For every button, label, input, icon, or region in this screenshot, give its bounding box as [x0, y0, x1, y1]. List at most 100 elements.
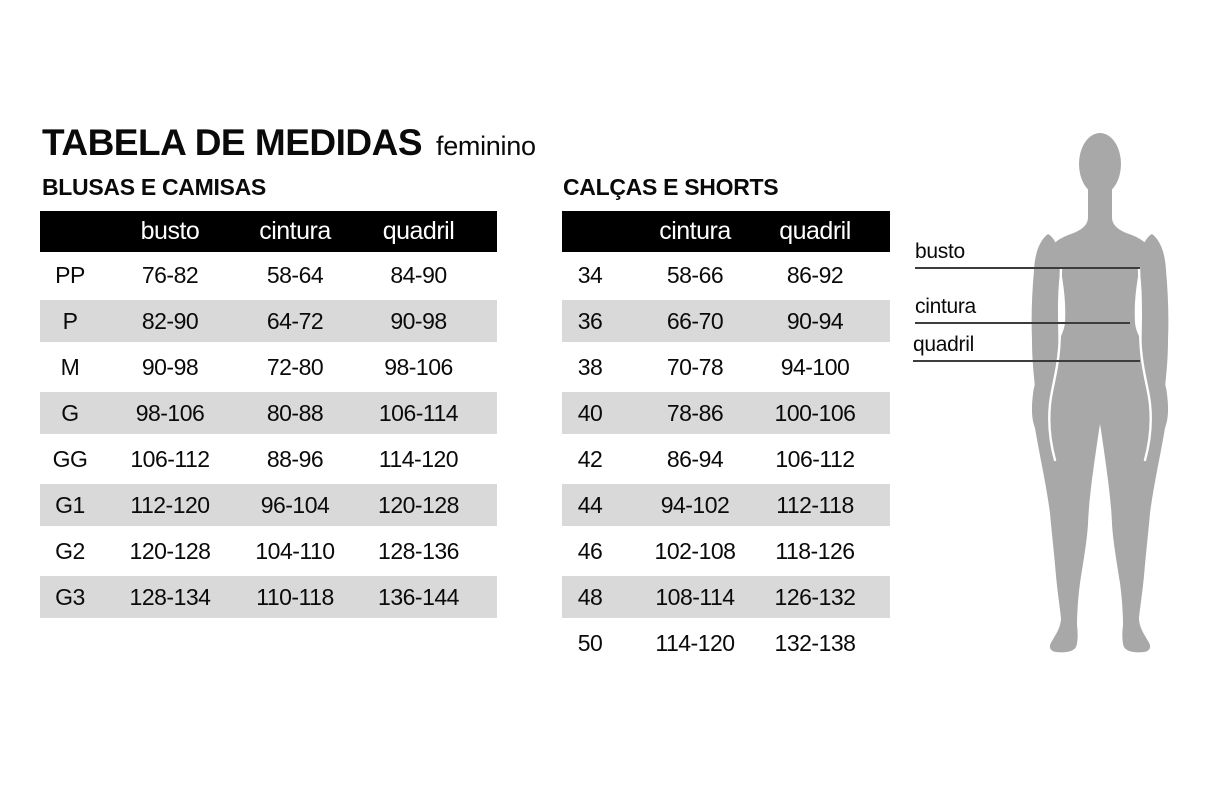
header-cell-size [40, 211, 100, 252]
table-cell: 120-128 [378, 492, 459, 518]
table-cell: 34 [577, 262, 603, 288]
table-cell: P [62, 308, 78, 334]
table-cell: 106-112 [130, 446, 210, 472]
table-cell: 120-128 [129, 538, 211, 564]
section-title-blusas: BLUSAS E CAMISAS [42, 174, 266, 200]
table-cell: 108-114 [655, 584, 735, 610]
table-header-row: busto cintura quadril [40, 211, 497, 252]
table-cell: 104-110 [255, 538, 335, 564]
table-cell: 112-120 [130, 492, 210, 518]
table-cell: 102-108 [654, 538, 736, 564]
header-cell-cintura: cintura [259, 217, 331, 245]
table-cell: 114-120 [655, 630, 735, 656]
table-cell: 66-70 [666, 308, 724, 334]
table-cell: 36 [577, 308, 603, 334]
table-row: PP 76-82 58-64 84-90 [40, 252, 497, 298]
table-cell: 98-106 [384, 354, 453, 380]
table-row: 46 102-108 118-126 [562, 528, 890, 574]
table-row: 42 86-94 106-112 [562, 436, 890, 482]
table-cell: 70-78 [666, 354, 724, 380]
table-cell: 72-80 [266, 354, 324, 380]
page-title-main: TABELA DE MEDIDAS [42, 122, 423, 163]
table-row: M 90-98 72-80 98-106 [40, 344, 497, 390]
table-cell: 64-72 [266, 308, 324, 334]
table-cell: 58-64 [266, 262, 324, 288]
table-cell: 106-112 [775, 446, 855, 472]
section-title-calcas: CALÇAS E SHORTS [563, 174, 779, 200]
table-cell: 128-136 [378, 538, 459, 564]
table-body: 34 58-66 86-92 36 66-70 90-94 38 70-78 94-100 40 7… [562, 252, 890, 666]
page-title-sub: feminino [436, 131, 536, 161]
table-row: G2 120-128 104-110 128-136 [40, 528, 497, 574]
table-cell: 76-82 [141, 262, 199, 288]
table-cell: 90-98 [141, 354, 199, 380]
busto-measure-line [915, 267, 1140, 269]
figure-label-cintura: cintura [915, 295, 976, 318]
table-row: 36 66-70 90-94 [562, 298, 890, 344]
header-cell-cintura: cintura [659, 217, 731, 245]
table-row: 48 108-114 126-132 [562, 574, 890, 620]
table-cell: 82-90 [141, 308, 199, 334]
table-cell: 84-90 [390, 262, 447, 288]
figure-label-quadril: quadril [913, 333, 974, 356]
table-cell: G [61, 400, 79, 426]
header-cell-size [562, 211, 618, 252]
table-cell: 46 [577, 538, 603, 564]
table-cell: 88-96 [266, 446, 324, 472]
table-cell: 100-106 [774, 400, 856, 426]
table-cell: PP [55, 262, 85, 288]
table-row: 44 94-102 112-118 [562, 482, 890, 528]
table-cell: 98-106 [135, 400, 205, 426]
table-row: 50 114-120 132-138 [562, 620, 890, 666]
table-row: G3 128-134 110-118 136-144 [40, 574, 497, 620]
table-cell: 94-100 [780, 354, 850, 380]
table-cell: GG [52, 446, 88, 472]
header-cell-quadril: quadril [382, 217, 455, 245]
table-cell: 106-114 [378, 400, 459, 426]
table-blusas-camisas: busto cintura quadril PP 76-82 58-64 84-90 P… [40, 211, 497, 620]
table-cell: 38 [577, 354, 603, 380]
table-row: 34 58-66 86-92 [562, 252, 890, 298]
table-header-row: cintura quadril [562, 211, 890, 252]
table-row: 40 78-86 100-106 [562, 390, 890, 436]
table-row: G 98-106 80-88 106-114 [40, 390, 497, 436]
table-cell: 90-94 [786, 308, 844, 334]
table-cell: 50 [577, 630, 603, 656]
table-row: G1 112-120 96-104 120-128 [40, 482, 497, 528]
table-row: 38 70-78 94-100 [562, 344, 890, 390]
table-cell: 42 [577, 446, 603, 472]
table-cell: 86-94 [666, 446, 724, 472]
table-cell: 44 [577, 492, 603, 518]
figure-label-busto: busto [915, 240, 965, 263]
table-cell: 40 [577, 400, 603, 426]
table-cell: G2 [55, 538, 85, 564]
table-body: PP 76-82 58-64 84-90 P 82-90 64-72 90-98 M 90-98 7… [40, 252, 497, 620]
quadril-measure-line [913, 360, 1140, 362]
table-cell: 136-144 [378, 584, 459, 610]
header-cell-busto: busto [140, 217, 200, 245]
table-cell: G1 [55, 492, 85, 518]
table-cell: 110-118 [256, 584, 334, 610]
table-cell: 128-134 [129, 584, 211, 610]
table-cell: 114-120 [378, 446, 459, 472]
table-cell: G3 [55, 584, 85, 610]
header-cell-quadril: quadril [779, 217, 851, 245]
table-cell: 118-126 [775, 538, 855, 564]
table-row: P 82-90 64-72 90-98 [40, 298, 497, 344]
table-cell: 58-66 [666, 262, 724, 288]
table-cell: 86-92 [786, 262, 844, 288]
table-cell: 96-104 [260, 492, 330, 518]
table-cell: 80-88 [266, 400, 324, 426]
table-cell: 126-132 [774, 584, 856, 610]
table-cell: 94-102 [660, 492, 730, 518]
table-cell: 90-98 [390, 308, 447, 334]
table-cell: 48 [577, 584, 603, 610]
table-cell: 78-86 [666, 400, 724, 426]
table-cell: 112-118 [776, 492, 854, 518]
table-calcas-shorts: cintura quadril 34 58-66 86-92 36 66-70 90-94… [562, 211, 890, 666]
page-title: TABELA DE MEDIDAS feminino [42, 124, 536, 161]
table-row: GG 106-112 88-96 114-120 [40, 436, 497, 482]
table-cell: M [60, 354, 80, 380]
table-cell: 132-138 [774, 630, 856, 656]
